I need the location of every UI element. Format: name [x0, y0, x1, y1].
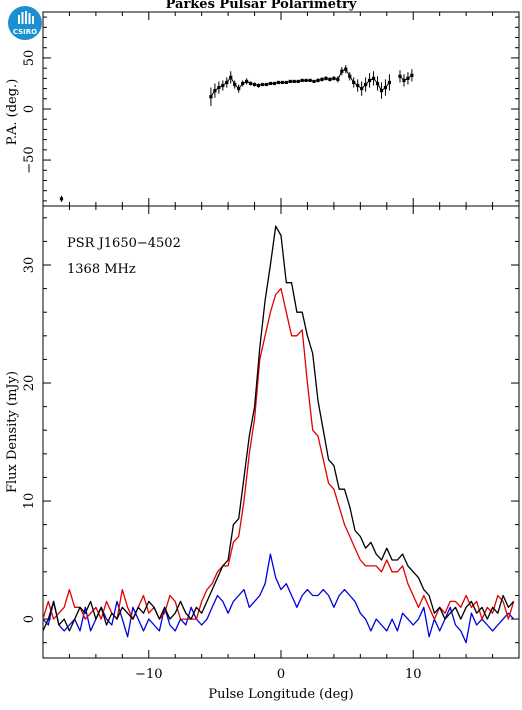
pa-point — [336, 77, 340, 81]
pa-point — [284, 80, 288, 85]
pulsar-name-label: PSR J1650−4502 — [67, 236, 181, 251]
pa-point — [398, 74, 402, 78]
pa-point — [367, 78, 372, 83]
pa-ticks — [42, 12, 520, 206]
flux-y-tick-label: 20 — [22, 375, 37, 392]
pa-point — [304, 78, 308, 83]
pa-point — [387, 80, 392, 85]
flux-x-tick-label: −10 — [135, 667, 162, 682]
pa-point — [296, 79, 300, 84]
series-line-linear — [42, 287, 515, 620]
pa-point — [264, 82, 269, 87]
flux-x-axis-label: Pulse Longitude (deg) — [208, 687, 353, 702]
pa-point — [229, 75, 233, 79]
pa-point — [276, 80, 280, 85]
pa-point — [256, 83, 261, 88]
logo-mark-icon — [18, 11, 34, 24]
page-title: Parkes Pulsar Polarimetry — [165, 0, 357, 12]
pa-y-axis-label: P.A. (deg.) — [5, 79, 20, 146]
pa-point — [320, 77, 324, 81]
pa-y-tick-label: 0 — [22, 105, 37, 113]
flux-panel: 0 10 20 30 −10 0 10 Flux Density (mJy) Pulse L… — [5, 205, 520, 702]
pa-y-tick-label: −50 — [22, 146, 37, 173]
pa-point — [360, 86, 364, 91]
pa-point — [288, 79, 292, 84]
pa-point — [268, 81, 273, 86]
flux-lines — [42, 225, 515, 644]
pa-tick-labels: −50 0 50 — [22, 50, 37, 174]
pa-point — [371, 76, 376, 80]
series-line-circular — [42, 553, 515, 644]
pa-point — [252, 82, 257, 87]
pa-point — [356, 83, 360, 88]
flux-ticks — [42, 206, 520, 658]
pa-point — [245, 79, 249, 84]
pa-point — [260, 82, 265, 87]
pa-point — [312, 79, 316, 84]
csiro-logo: CSIRO — [8, 6, 42, 40]
pa-point — [225, 80, 229, 85]
pa-point — [272, 81, 276, 86]
pa-point — [344, 67, 348, 71]
pa-point — [221, 83, 225, 88]
pa-data — [59, 65, 414, 202]
pa-point — [328, 77, 332, 81]
pa-point — [410, 73, 414, 77]
pa-panel-frame — [42, 11, 520, 207]
pa-point — [402, 78, 406, 83]
pa-point — [248, 81, 253, 86]
pa-point — [308, 78, 312, 83]
pa-connecting-line — [399, 74, 413, 82]
pa-point — [375, 81, 380, 86]
pa-point — [292, 79, 296, 84]
pa-point — [383, 85, 388, 90]
pa-connecting-line — [210, 68, 390, 97]
pa-point — [364, 82, 368, 87]
pa-point — [209, 95, 213, 99]
pa-point — [352, 80, 356, 85]
pa-panel: −50 0 50 P.A. (deg.) — [5, 11, 520, 207]
pa-point — [59, 197, 64, 201]
pa-point — [241, 81, 245, 86]
pa-point — [316, 78, 320, 83]
pa-point — [280, 80, 284, 85]
pa-point — [300, 78, 304, 83]
pa-point — [406, 76, 410, 80]
pa-point — [233, 82, 237, 87]
flux-y-tick-label: 0 — [22, 615, 37, 623]
pa-point — [213, 89, 217, 93]
flux-tick-labels: 0 10 20 30 −10 0 10 — [22, 257, 421, 682]
logo-text: CSIRO — [12, 28, 38, 36]
flux-y-tick-label: 30 — [22, 257, 37, 274]
pa-point — [348, 74, 352, 78]
pa-y-tick-label: 50 — [22, 50, 37, 67]
pa-point — [379, 89, 384, 93]
pa-point — [237, 86, 241, 91]
pa-point — [217, 85, 221, 90]
pa-point — [340, 69, 344, 73]
frequency-label: 1368 MHz — [67, 262, 136, 277]
pa-point — [332, 76, 336, 80]
flux-x-tick-label: 0 — [277, 667, 285, 682]
flux-x-tick-label: 10 — [405, 667, 422, 682]
flux-y-tick-label: 10 — [22, 493, 37, 510]
pa-point — [324, 76, 328, 80]
series-line-total — [42, 225, 515, 632]
flux-y-axis-label: Flux Density (mJy) — [5, 371, 20, 493]
